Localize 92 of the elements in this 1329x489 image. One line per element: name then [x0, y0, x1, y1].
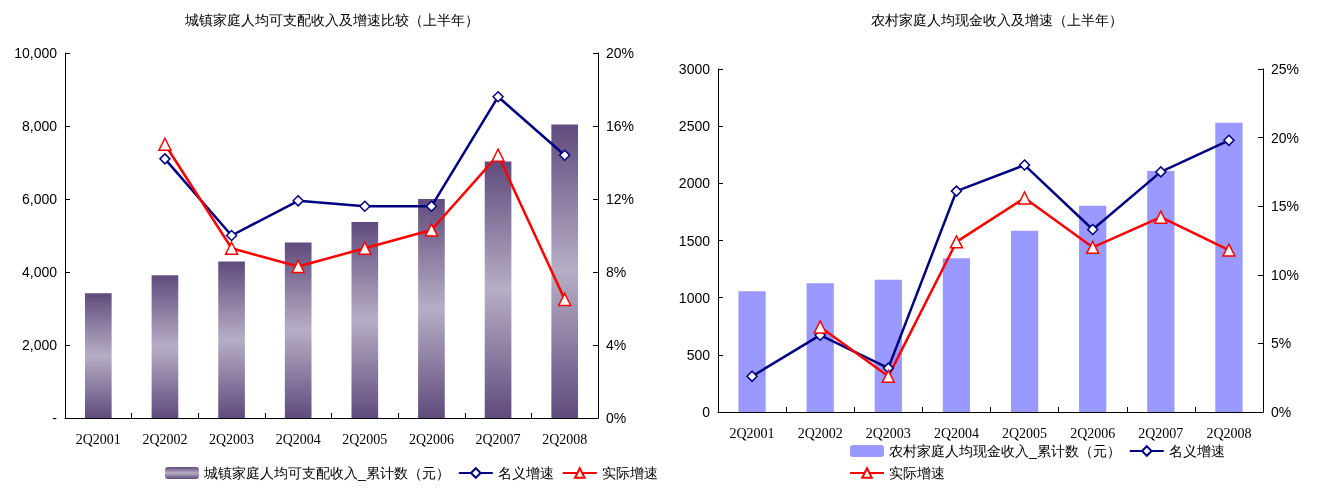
x-tick-label: 2Q2004 [933, 425, 979, 441]
x-tick-label: 2Q2002 [797, 425, 843, 441]
bar [1147, 171, 1175, 412]
legend-label: 名义增速 [497, 465, 554, 481]
y2-tick-label: 16% [606, 118, 635, 134]
y2-tick-label: 10% [1271, 266, 1300, 283]
x-tick-label: 2Q2008 [1206, 425, 1252, 441]
legend-label: 实际增速 [601, 465, 658, 481]
y-tick-label: 6,000 [21, 191, 58, 207]
point [424, 223, 439, 237]
point [950, 185, 963, 197]
x-tick-label: 2Q2002 [142, 431, 188, 447]
point [1017, 191, 1032, 205]
point [292, 195, 304, 207]
point [1086, 223, 1099, 236]
x-tick-label: 2Q2006 [1070, 425, 1116, 441]
y-tick-label: 1000 [678, 289, 711, 306]
point [558, 149, 571, 161]
bar [284, 242, 312, 418]
y-tick-label: 1500 [678, 232, 711, 249]
y2-tick-label: 0% [1271, 404, 1292, 420]
y-tick-label: 500 [686, 346, 711, 363]
y-tick-label: 3000 [678, 61, 711, 77]
legend-label: 城镇家庭人均可支配收入_累计数（元） [203, 465, 450, 481]
bar [484, 161, 512, 418]
y-tick-label: 10,000 [14, 45, 58, 61]
point [1223, 134, 1235, 147]
bar [942, 258, 971, 412]
point [1085, 240, 1100, 255]
x-tick-label: 2Q2007 [1138, 425, 1184, 441]
point [1018, 159, 1031, 171]
bar [218, 261, 245, 418]
point [159, 153, 171, 165]
bar [1079, 205, 1107, 412]
point [224, 241, 239, 256]
y2-tick-label: 20% [1271, 129, 1300, 146]
legend-label: 名义增速 [1168, 443, 1225, 459]
point [225, 229, 238, 242]
legend-label: 实际增速 [889, 465, 945, 481]
chart-title: 城镇家庭人均可支配收入及增速比较（上半年） [184, 12, 479, 28]
point [557, 292, 572, 307]
x-tick-label: 2Q2005 [1002, 425, 1048, 441]
point [358, 241, 372, 256]
bar [151, 275, 179, 418]
point [291, 259, 305, 274]
bar [1010, 230, 1039, 412]
y-tick-label: 2000 [678, 175, 711, 192]
bar [1215, 122, 1243, 412]
y2-tick-label: 4% [606, 337, 627, 353]
y2-tick-label: 20% [606, 45, 635, 61]
bar [874, 279, 902, 412]
y-tick-label: 2500 [678, 118, 711, 135]
point [359, 200, 371, 213]
point [492, 91, 504, 103]
x-tick-label: 2Q2003 [209, 431, 255, 447]
point [425, 200, 438, 213]
y2-tick-label: 5% [1271, 335, 1292, 352]
y-tick-label: - [52, 410, 58, 426]
chart-title: 农村家庭人均现金收入及增速（上半年） [870, 12, 1123, 28]
bar [551, 124, 579, 418]
bar [418, 199, 445, 418]
x-tick-label: 2Q2006 [408, 431, 454, 447]
point [1155, 166, 1167, 178]
y2-tick-label: 8% [606, 264, 627, 280]
point [881, 369, 896, 384]
y-tick-label: 4,000 [21, 264, 58, 280]
y-tick-label: 8,000 [21, 118, 58, 134]
legend-label: 农村家庭人均现金收入_累计数（元） [889, 443, 1121, 459]
bar [806, 283, 834, 412]
x-tick-label: 2Q2008 [542, 431, 588, 447]
x-tick-label: 2Q2001 [75, 431, 121, 447]
y-tick-label: 2,000 [21, 337, 58, 353]
bar [84, 293, 112, 418]
point [1154, 210, 1168, 224]
point [813, 320, 827, 334]
y2-tick-label: 15% [1271, 198, 1300, 215]
x-tick-label: 2Q2005 [342, 431, 388, 447]
x-tick-label: 2Q2001 [729, 425, 775, 441]
point [746, 370, 758, 383]
y2-tick-label: 0% [606, 410, 627, 426]
point [158, 137, 172, 151]
point [491, 148, 505, 162]
y-tick-label: 0 [702, 404, 711, 420]
y2-tick-label: 25% [1271, 61, 1300, 77]
x-tick-label: 2Q2003 [865, 425, 911, 441]
x-tick-label: 2Q2007 [475, 431, 521, 447]
x-tick-label: 2Q2004 [275, 431, 321, 447]
y2-tick-label: 12% [606, 191, 635, 207]
point [1222, 243, 1236, 257]
point [949, 235, 964, 249]
bar [738, 291, 766, 412]
bar [351, 222, 379, 418]
